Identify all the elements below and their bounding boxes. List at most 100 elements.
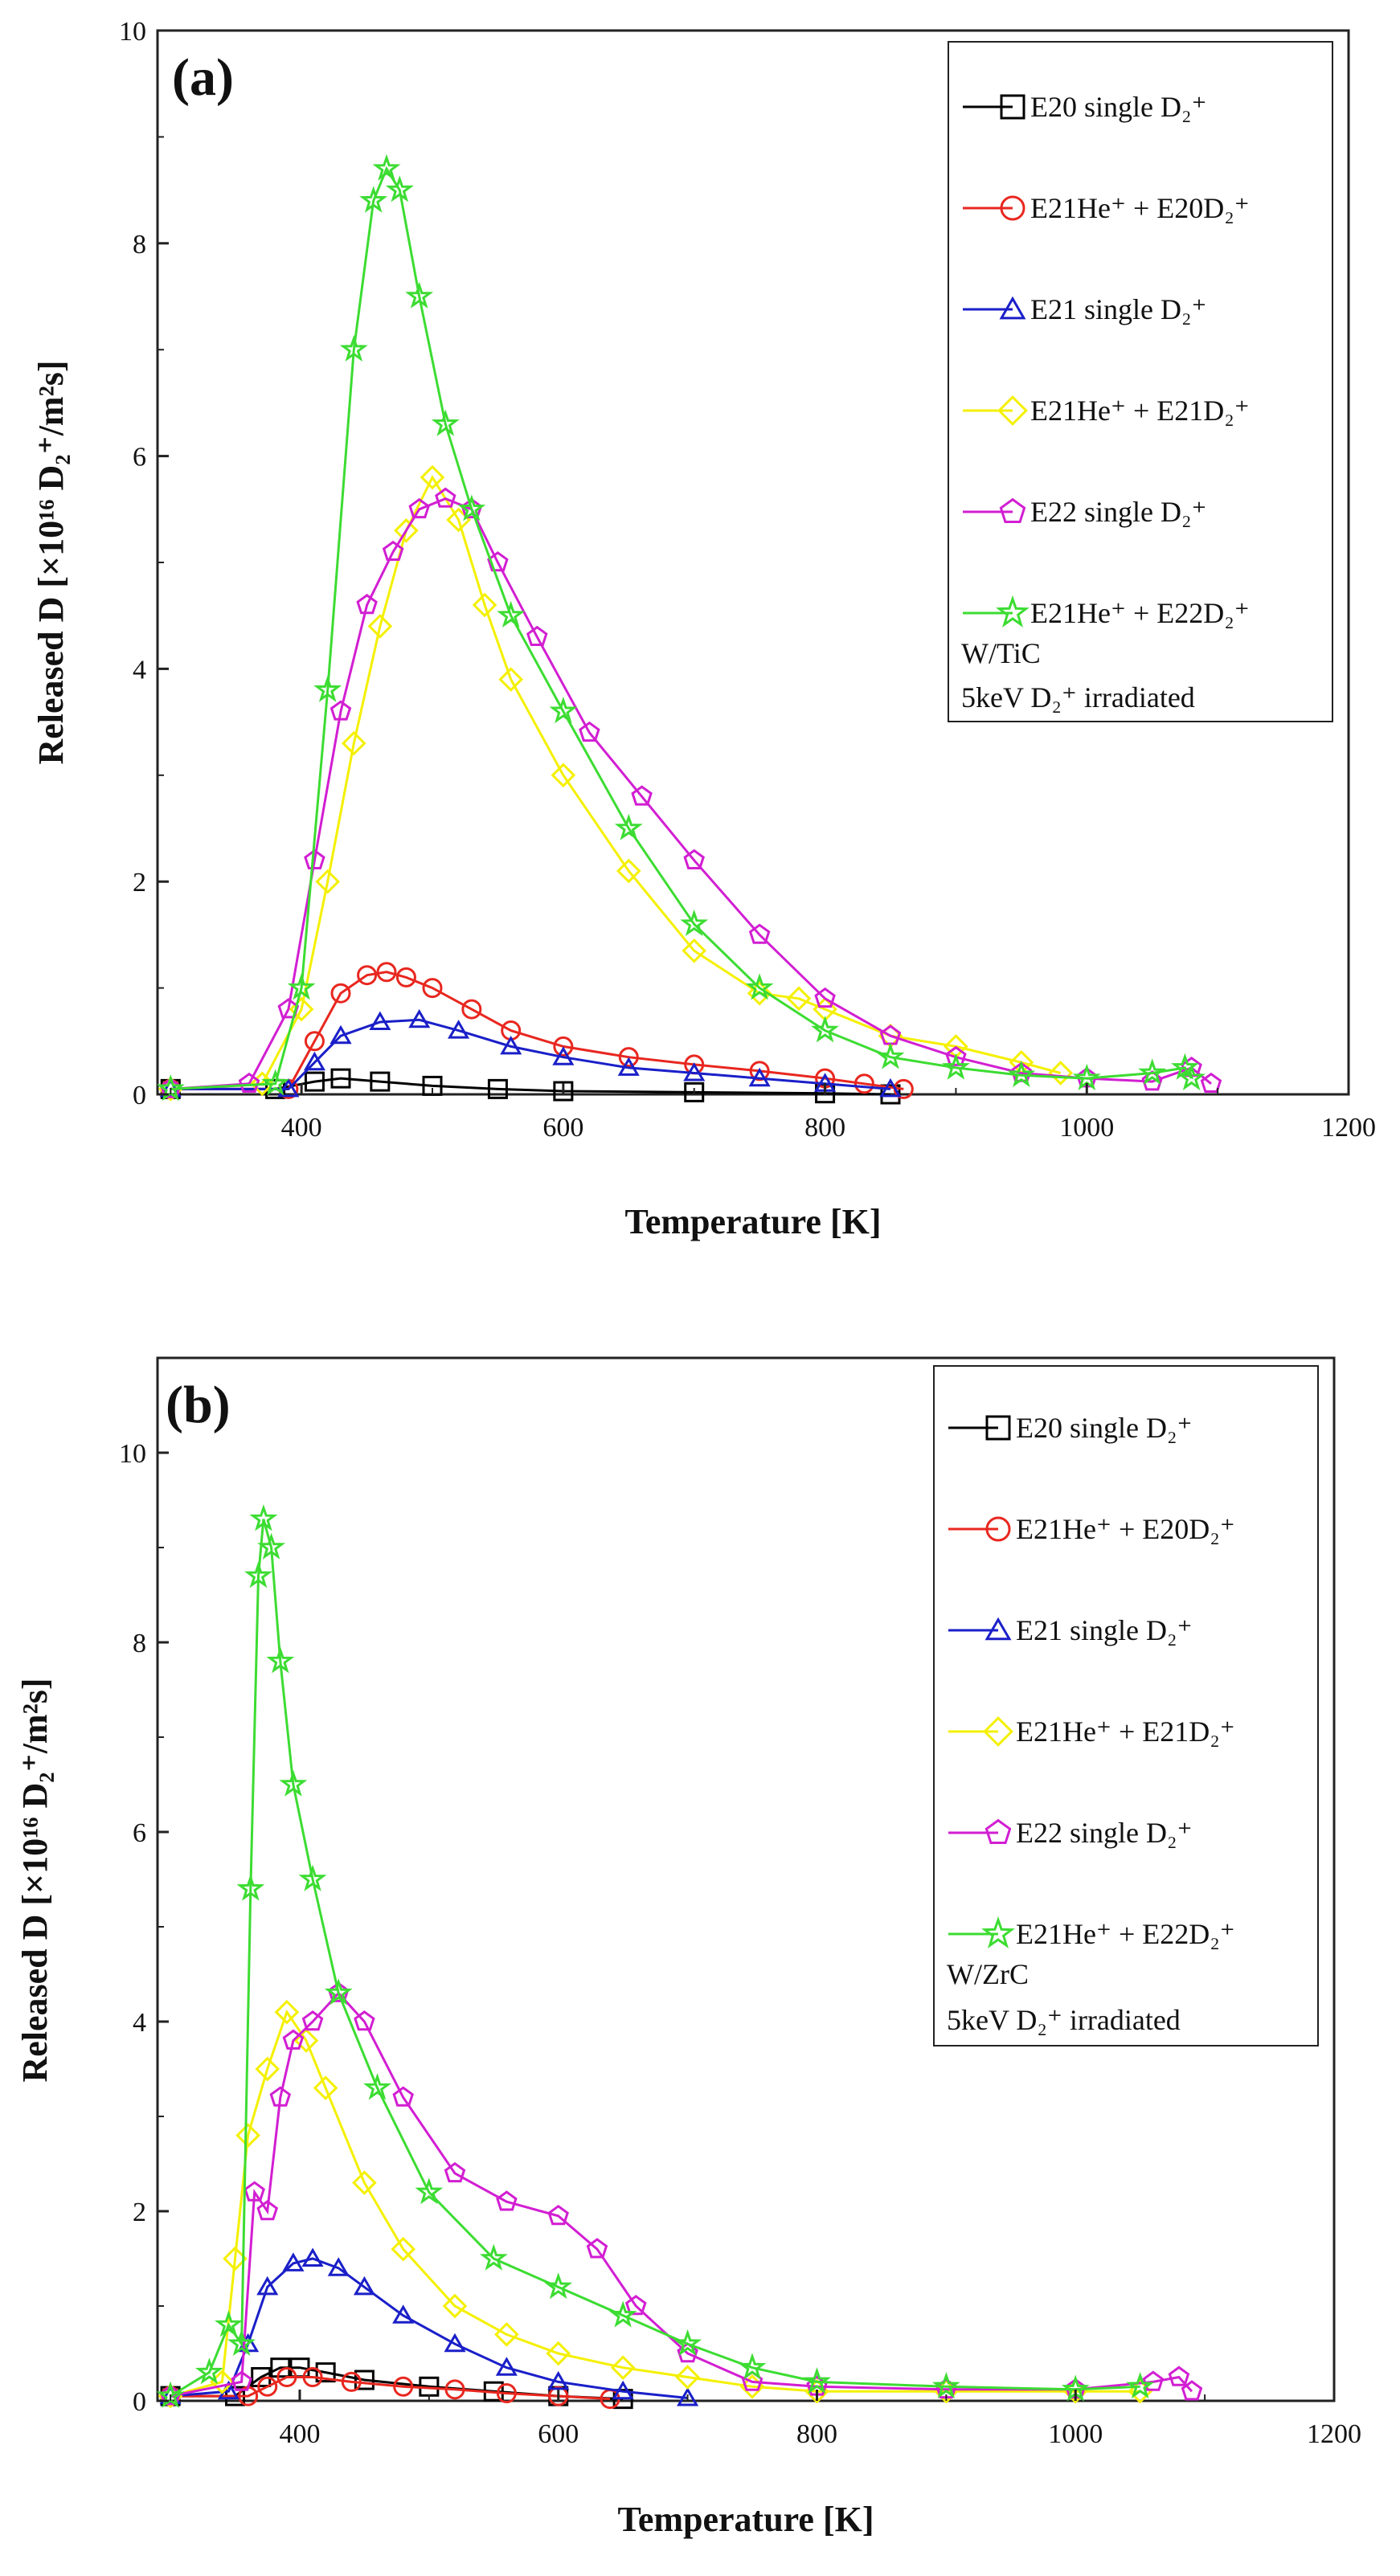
panel-a-irradiation-note: 5keV D₂⁺ irradiated xyxy=(961,681,1195,714)
data-point-circle xyxy=(444,2379,465,2400)
data-point-circle xyxy=(618,1047,639,1068)
data-point-pentagon xyxy=(624,2295,647,2316)
data-point-diamond xyxy=(682,938,707,963)
panel-a-legend-entry-e21he-e21d: E21He⁺ + E21D₂⁺ xyxy=(1030,395,1250,427)
data-point-triangle xyxy=(617,1057,640,1076)
data-point-star xyxy=(497,600,526,628)
data-point-circle xyxy=(341,2371,362,2392)
data-point-diamond xyxy=(610,2355,636,2381)
data-point-star xyxy=(942,1053,970,1080)
panel-a-axis-ticks: 400 600 800 1000 1200 0 2 4 6 8 10 xyxy=(119,17,1376,1143)
data-point-star xyxy=(803,2367,831,2394)
y-tick-label-2: 2 xyxy=(133,868,146,898)
panel-b-x-axis-title: Temperature [K] xyxy=(618,2500,874,2539)
data-point-pentagon xyxy=(382,540,404,561)
data-point-star xyxy=(215,2310,243,2337)
legend-marker-pentagon xyxy=(985,1818,1012,1844)
y-tick-label-4: 4 xyxy=(133,2008,146,2038)
data-point-diamond xyxy=(341,730,366,756)
data-point-diamond xyxy=(472,592,497,618)
data-point-circle xyxy=(302,2367,323,2387)
panel-b-legend-entry-e20-single: E20 single D₂⁺ xyxy=(1016,1412,1193,1444)
data-point-square xyxy=(315,2362,336,2383)
data-point-star xyxy=(313,675,342,702)
data-point-star xyxy=(811,1016,839,1043)
y-tick-label-8: 8 xyxy=(133,230,146,260)
data-point-star xyxy=(287,973,316,1000)
data-point-pentagon xyxy=(238,1072,260,1093)
y-tick-label-2: 2 xyxy=(133,2198,146,2227)
data-point-star xyxy=(608,2300,637,2328)
data-point-pentagon xyxy=(1181,2380,1203,2401)
panel-b-y-axis-title: Released D [×10¹⁶ D₂⁺/m²s] xyxy=(15,1678,55,2082)
data-point-pentagon xyxy=(547,2204,569,2226)
legend-marker-diamond xyxy=(997,395,1028,426)
data-point-triangle xyxy=(879,1077,902,1098)
series-e21he-e22d xyxy=(156,153,1206,1102)
data-point-square xyxy=(370,1071,391,1092)
data-point-pentagon xyxy=(1168,2365,1190,2386)
data-point-square xyxy=(304,1071,325,1092)
data-point-diamond xyxy=(352,2170,377,2195)
x-tick-label-400: 400 xyxy=(279,2419,320,2449)
data-point-pentagon xyxy=(631,785,653,806)
y-tick-label-6: 6 xyxy=(133,1818,146,1848)
x-tick-label-400: 400 xyxy=(281,1113,322,1143)
panel-b-material-note: W/ZrC xyxy=(947,1958,1029,1990)
data-point-diamond xyxy=(616,858,641,884)
data-point-triangle xyxy=(612,2380,634,2400)
data-point-diamond xyxy=(274,1999,300,2025)
panel-a-chart: 400 600 800 1000 1200 0 2 4 6 8 10 (a) E20 single … xyxy=(31,17,1376,1241)
data-point-pentagon xyxy=(392,2086,414,2107)
data-point-star xyxy=(1072,1063,1101,1091)
data-point-star xyxy=(1138,1058,1167,1086)
data-point-pentagon xyxy=(945,1045,967,1066)
panel-b-legend-entry-e21-single: E21 single D₂⁺ xyxy=(1016,1614,1193,1646)
data-point-diamond xyxy=(293,2028,319,2053)
series-line xyxy=(170,1991,1193,2398)
legend-marker-triangle xyxy=(999,296,1026,320)
legend-marker-star xyxy=(996,595,1030,628)
data-point-circle xyxy=(496,2383,517,2404)
data-point-star xyxy=(673,2329,702,2356)
data-point-triangle xyxy=(353,2275,376,2296)
data-point-pentagon xyxy=(408,497,430,519)
data-point-triangle xyxy=(447,1020,470,1039)
data-point-star xyxy=(227,2329,256,2356)
panel-b-irradiation-note: 5keV D₂⁺ irradiated xyxy=(947,2004,1181,2036)
data-point-square xyxy=(553,1081,574,1102)
data-point-diamond xyxy=(546,2341,571,2366)
x-tick-label-1200: 1200 xyxy=(1307,2419,1361,2449)
data-point-star xyxy=(738,2353,767,2380)
panel-b-axis-ticks: 400 600 800 1000 1200 0 2 4 6 8 10 xyxy=(119,1357,1361,2449)
series-line xyxy=(170,497,1212,1090)
data-point-pentagon xyxy=(1200,1072,1222,1093)
data-point-pentagon xyxy=(579,721,600,742)
x-tick-label-1000: 1000 xyxy=(1048,2419,1103,2449)
data-point-diamond xyxy=(747,980,772,1006)
series-line xyxy=(170,475,1062,1090)
series-line xyxy=(170,971,904,1090)
data-point-triangle xyxy=(303,1051,326,1071)
series-line xyxy=(170,2257,688,2399)
data-point-pentagon xyxy=(435,487,456,508)
data-point-triangle xyxy=(748,1067,771,1087)
panel-b-label: (b) xyxy=(166,1376,231,1434)
panel-b-legend-box xyxy=(933,1365,1319,2046)
data-point-diamond xyxy=(391,2236,416,2262)
data-point-pentagon xyxy=(356,594,378,615)
data-point-star xyxy=(1171,1053,1199,1080)
data-point-diamond xyxy=(315,869,341,894)
data-point-diamond xyxy=(420,464,445,490)
data-point-diamond xyxy=(494,2322,519,2347)
legend-marker-circle xyxy=(1000,195,1025,221)
legend-marker-square xyxy=(985,1415,1011,1441)
data-point-pentagon xyxy=(244,2181,265,2202)
data-point-circle xyxy=(276,2367,297,2387)
y-tick-label-0: 0 xyxy=(133,1081,146,1110)
data-point-triangle xyxy=(330,1024,352,1045)
y-tick-label-8: 8 xyxy=(133,1629,146,1658)
panel-a-y-axis-title: Released D [×10¹⁶ D₂⁺/m²s] xyxy=(31,360,71,764)
data-point-diamond xyxy=(551,763,576,788)
